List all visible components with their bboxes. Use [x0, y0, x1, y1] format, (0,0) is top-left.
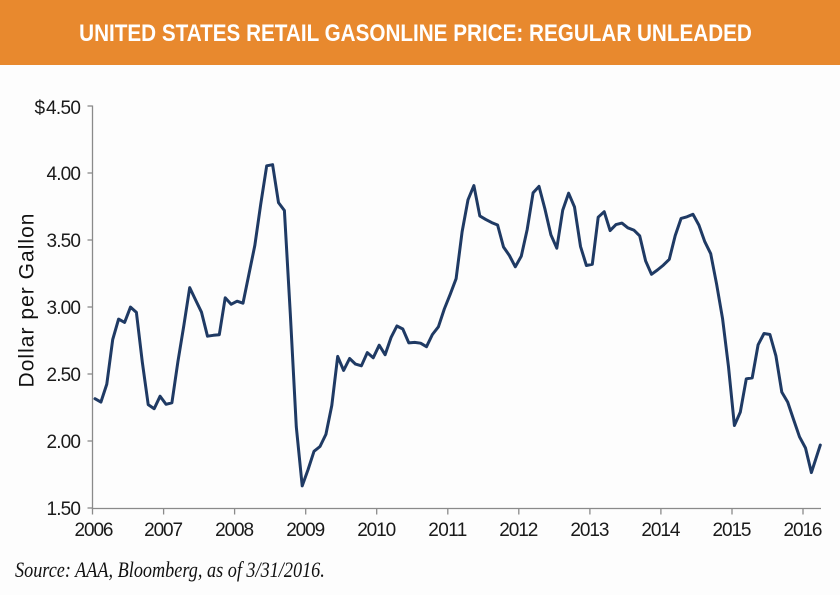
svg-text:3.00: 3.00 [47, 298, 82, 319]
svg-text:2010: 2010 [357, 520, 396, 541]
svg-text:4.50: 4.50 [46, 98, 81, 119]
svg-text:Source: AAA, Bloomberg, as of: Source: AAA, Bloomberg, as of 3/31/2016. [15, 558, 325, 582]
svg-text:2016: 2016 [784, 520, 823, 541]
svg-text:2008: 2008 [215, 520, 254, 541]
svg-text:2009: 2009 [286, 520, 325, 541]
svg-text:1.50: 1.50 [47, 499, 82, 520]
svg-text:$: $ [35, 98, 46, 119]
svg-text:Dollar per Gallon: Dollar per Gallon [16, 214, 39, 388]
svg-text:3.50: 3.50 [47, 231, 82, 252]
svg-text:2012: 2012 [499, 520, 538, 541]
svg-text:4.00: 4.00 [47, 164, 82, 185]
svg-text:2.50: 2.50 [47, 365, 82, 386]
svg-text:2015: 2015 [713, 520, 752, 541]
svg-text:UNITED STATES RETAIL GASONLINE: UNITED STATES RETAIL GASONLINE PRICE: RE… [79, 20, 752, 47]
svg-text:2011: 2011 [428, 520, 467, 541]
svg-text:2014: 2014 [641, 520, 680, 541]
svg-text:2006: 2006 [75, 520, 114, 541]
svg-text:2.00: 2.00 [47, 432, 82, 453]
svg-text:2007: 2007 [144, 520, 183, 541]
svg-text:2013: 2013 [570, 520, 609, 541]
